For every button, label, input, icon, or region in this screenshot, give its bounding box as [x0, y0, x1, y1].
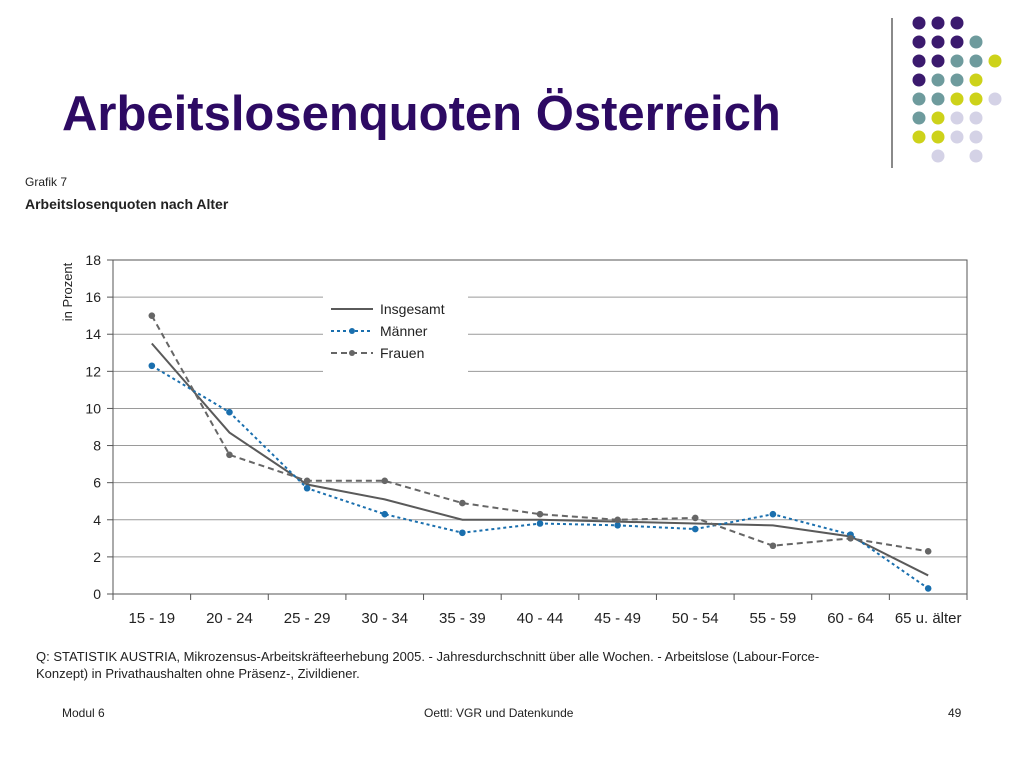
x-tick-label: 25 - 29: [284, 610, 331, 627]
data-point-frauen: [847, 535, 854, 542]
title-divider-line: [891, 18, 893, 168]
data-point-männer: [459, 529, 466, 537]
data-point-männer: [769, 510, 777, 518]
x-axis-ticks: 15 - 19 20 - 24 25 - 29 30 - 34 35 - 39 40 - …: [112, 594, 968, 627]
data-point-männer: [536, 520, 544, 527]
data-point-männer: [614, 522, 621, 529]
decor-dot: [931, 111, 945, 125]
chart-series: [148, 312, 932, 592]
y-tick-label: 2: [93, 549, 101, 565]
y-tick-label: 18: [85, 252, 101, 268]
legend-label: Männer: [380, 323, 428, 339]
decor-dot: [912, 73, 926, 87]
data-point-männer: [381, 510, 389, 518]
decor-dot: [931, 35, 945, 49]
decor-dot: [969, 54, 983, 68]
x-tick-label: 45 - 49: [594, 610, 641, 627]
data-point-männer: [691, 525, 699, 533]
decor-dot: [950, 130, 964, 144]
decor-dot: [950, 92, 964, 106]
decor-dot: [988, 54, 1002, 68]
data-point-frauen: [614, 516, 621, 524]
data-point-frauen: [536, 510, 544, 518]
decor-dot: [931, 149, 945, 163]
data-point-männer: [924, 585, 932, 592]
data-point-frauen: [303, 477, 311, 485]
x-tick-label: 40 - 44: [517, 610, 564, 627]
chart-legend: Insgesamt Männer Frauen: [323, 296, 468, 374]
legend-marker: [349, 350, 355, 356]
y-axis-label: in Prozent: [60, 262, 75, 321]
decor-dot: [931, 92, 945, 106]
y-tick-label: 4: [93, 512, 101, 528]
decor-dot: [912, 54, 926, 68]
legend-marker: [349, 328, 355, 334]
y-tick-label: 0: [93, 586, 101, 602]
x-tick-label: 15 - 19: [128, 610, 175, 627]
source-note-line-2: Konzept) in Privathaushalten ohne Präsen…: [36, 666, 360, 681]
data-point-frauen: [381, 477, 389, 485]
x-tick-label: 65 u. älter: [895, 610, 962, 627]
data-point-frauen: [691, 514, 699, 522]
data-point-frauen: [459, 499, 466, 507]
decor-dot: [969, 130, 983, 144]
legend-label: Insgesamt: [380, 301, 445, 317]
decor-dot: [969, 73, 983, 87]
decor-dot: [969, 111, 983, 125]
figure-title: Arbeitslosenquoten nach Alter: [25, 196, 229, 212]
decor-dot: [950, 73, 964, 87]
y-axis-ticks: 0 2 4 6 8 10 12 14 16 18: [85, 252, 113, 602]
decor-dot: [950, 35, 964, 49]
decor-dot: [950, 111, 964, 125]
x-tick-label: 60 - 64: [827, 610, 874, 627]
decor-dot: [912, 16, 926, 30]
data-point-frauen: [148, 312, 156, 319]
footer-module: Modul 6: [62, 706, 105, 720]
decor-dot: [912, 92, 926, 106]
data-point-frauen: [226, 451, 233, 459]
decor-dot: [969, 92, 983, 106]
decor-dot: [931, 54, 945, 68]
slide-title: Arbeitslosenquoten Österreich: [62, 87, 781, 141]
chart-gridlines: [113, 296, 967, 558]
x-tick-label: 20 - 24: [206, 610, 253, 627]
decor-dot: [969, 35, 983, 49]
series-line-insgesamt: [151, 342, 929, 577]
series-line-frauen: [150, 315, 929, 553]
decor-dot: [912, 111, 926, 125]
decor-dot: [931, 130, 945, 144]
decor-dot: [931, 73, 945, 87]
source-note: Q: STATISTIK AUSTRIA, Mikrozensus-Arbeit…: [36, 648, 986, 682]
footer-page-number: 49: [948, 706, 962, 720]
legend-label: Frauen: [380, 345, 424, 361]
footer-author: Oettl: VGR und Datenkunde: [424, 706, 574, 720]
data-point-männer: [226, 408, 233, 416]
decor-dot: [988, 92, 1002, 106]
decor-dot: [931, 16, 945, 30]
decor-dot: [950, 16, 964, 30]
decor-dot: [950, 54, 964, 68]
line-chart: 0 2 4 6 8 10 12 14 16 18 15 - 19 20 - 24 25 - 29 30 …: [60, 252, 968, 627]
data-point-frauen: [924, 548, 932, 555]
x-tick-label: 30 - 34: [361, 610, 408, 627]
y-tick-label: 6: [93, 475, 101, 491]
plot-area-frame: [112, 259, 968, 595]
y-tick-label: 10: [85, 400, 101, 416]
source-note-line-1: Q: STATISTIK AUSTRIA, Mikrozensus-Arbeit…: [36, 649, 820, 664]
y-tick-label: 14: [85, 326, 101, 342]
y-tick-label: 16: [85, 289, 101, 305]
y-tick-label: 8: [93, 438, 101, 454]
series-line-männer: [151, 364, 929, 590]
decor-dot: [912, 35, 926, 49]
data-point-männer: [303, 484, 311, 492]
decor-dot: [969, 149, 983, 163]
x-tick-label: 50 - 54: [672, 610, 719, 627]
x-tick-label: 55 - 59: [750, 610, 797, 627]
x-tick-label: 35 - 39: [439, 610, 486, 627]
y-tick-label: 12: [85, 363, 101, 379]
data-point-frauen: [769, 542, 777, 550]
data-point-männer: [148, 362, 156, 370]
figure-label: Grafik 7: [25, 175, 68, 189]
decor-dot: [912, 130, 926, 144]
